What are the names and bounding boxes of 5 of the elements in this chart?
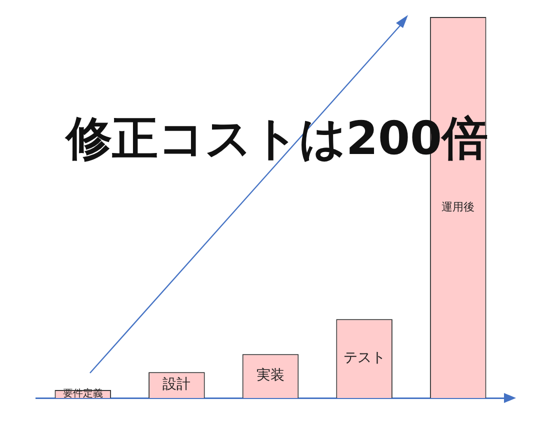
x-tick-label: 運用後: [442, 200, 475, 214]
x-tick-label: テスト: [343, 350, 386, 366]
x-tick-label: 実装: [256, 368, 284, 384]
x-tick-label: 設計: [162, 376, 191, 393]
x-tick-label: 要件定義: [62, 388, 103, 400]
